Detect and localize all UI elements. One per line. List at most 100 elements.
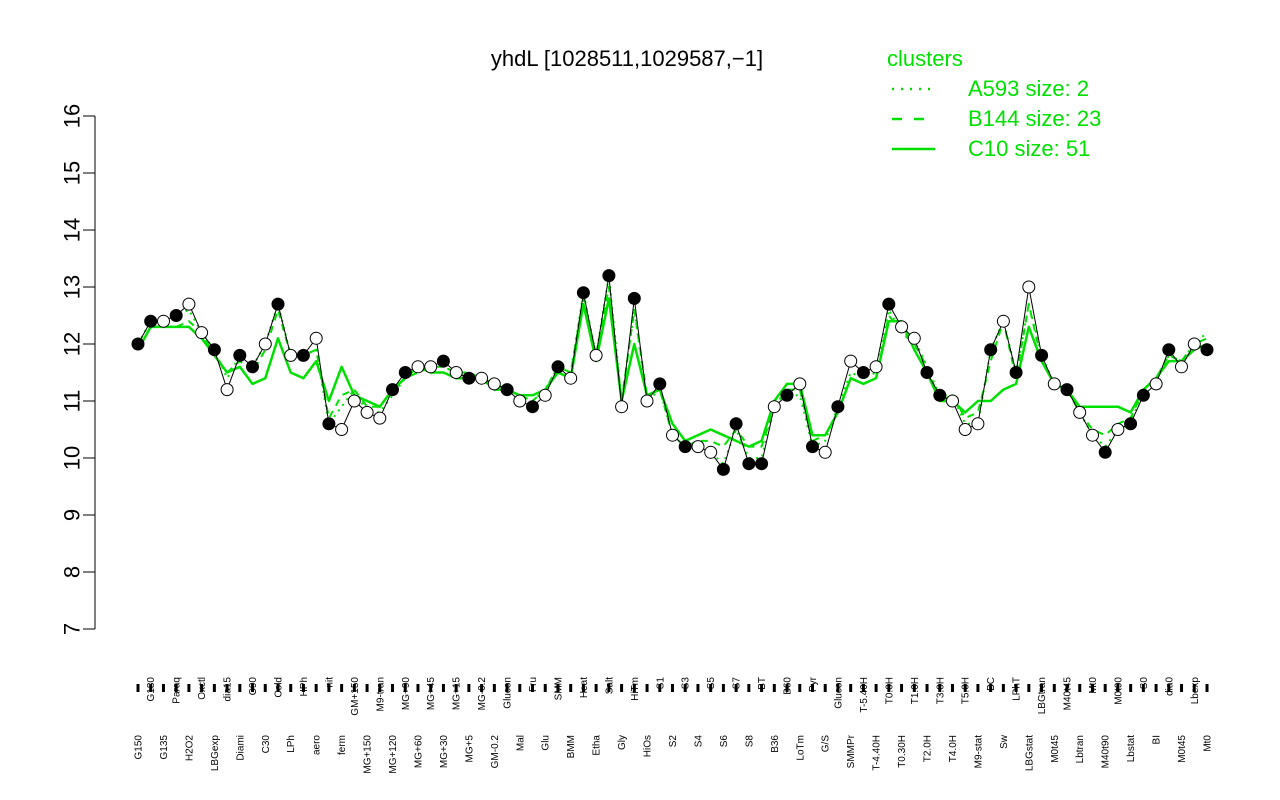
data-point (691, 440, 705, 454)
y-tick-label: 16 (60, 104, 85, 128)
data-point (958, 423, 972, 436)
data-point (475, 371, 489, 385)
y-axis: 7 8 9 10 11 12 13 14 15 16 (60, 104, 96, 635)
data-point (666, 428, 679, 442)
data-point (1149, 377, 1163, 391)
x-tick-label: SMMPr (846, 734, 857, 768)
x-tick-label: MG+60 (413, 735, 424, 769)
data-point (551, 360, 565, 374)
data-point (1124, 417, 1138, 431)
x-tick-label: HiTm (630, 677, 641, 701)
data-point (933, 388, 947, 402)
x-tick-label: T2.0H (923, 735, 934, 762)
data-point (1200, 343, 1214, 357)
x-tick-label: S4 (693, 735, 704, 748)
x-tick-label: Cold (273, 677, 284, 698)
data-point (564, 371, 578, 385)
x-tick-label: Glu (541, 735, 552, 751)
x-tick-label: BMM (566, 735, 577, 758)
data-point (1022, 280, 1036, 294)
data-point (1086, 428, 1099, 442)
x-tick-label: Lbtran (1075, 735, 1086, 763)
data-point (1060, 383, 1074, 397)
x-tick-label: Oxctl (197, 677, 208, 700)
data-point (424, 360, 438, 374)
x-tick-label: HiOs (643, 735, 654, 757)
series-line-c10 (136, 297, 1208, 448)
x-tick-label: T-5.40H (859, 677, 870, 713)
x-tick-label: nit (324, 677, 335, 688)
data-point (195, 326, 209, 340)
y-tick-label: 7 (60, 623, 85, 635)
data-point (347, 394, 361, 408)
x-tick-label: M9-tran (375, 677, 386, 711)
x-tick-label: S3 (681, 677, 692, 690)
x-tick-label: G180 (146, 677, 157, 702)
x-tick-label: Lbexp (1190, 677, 1201, 705)
x-tick-label: Etha (592, 735, 603, 756)
x-tick-label: S7 (732, 677, 743, 690)
data-point (335, 423, 349, 436)
data-point (640, 394, 654, 408)
y-tick-label: 12 (60, 332, 85, 356)
x-tick-label: S0 (1139, 677, 1150, 690)
x-tick-label: T-4.40H (872, 735, 883, 771)
data-point (984, 343, 998, 357)
x-tick-label: BT (757, 677, 768, 690)
x-tick-label: Pyr (808, 676, 819, 692)
data-point (704, 445, 718, 459)
x-tick-label: S5 (706, 677, 717, 690)
x-tick-label: LBGexp (210, 735, 221, 772)
data-point (920, 366, 934, 379)
y-tick-label: 11 (60, 390, 85, 413)
data-point (271, 297, 285, 311)
data-point (449, 366, 463, 379)
data-point (538, 388, 552, 402)
legend: clusters A593 size: 2 B144 size: 23 C10 si… (887, 46, 1101, 161)
x-tick-label: G135 (159, 735, 170, 760)
x-tick-label: MG+150 (363, 735, 374, 774)
y-tick-label: 8 (60, 566, 85, 578)
data-point (589, 348, 603, 362)
data-point (373, 411, 387, 425)
data-point (806, 440, 819, 454)
x-tick-label: M40t45 (1063, 677, 1074, 711)
data-point (653, 377, 667, 391)
legend-label: A593 size: 2 (968, 76, 1089, 101)
x-tick-label: ferm (337, 735, 348, 755)
x-tick-label: GM-0.2 (490, 735, 501, 769)
data-point (513, 394, 527, 408)
x-tick-label: MG+120 (388, 735, 399, 774)
data-point (131, 337, 145, 351)
data-point (1098, 445, 1112, 459)
x-tick-label: LBGstat (1024, 735, 1035, 771)
x-tick-label: Mal (515, 735, 526, 751)
data-point (971, 417, 985, 431)
data-point (1136, 388, 1150, 402)
y-tick-label: 13 (60, 275, 85, 299)
data-point (182, 297, 196, 311)
data-point (1009, 366, 1023, 379)
x-tick-label: MG+45 (426, 677, 437, 711)
data-point (233, 348, 247, 362)
data-point (996, 314, 1010, 328)
data-point (627, 291, 641, 305)
x-tick-label: Paraq (172, 677, 183, 704)
data-point (487, 377, 501, 391)
x-tick-label: B36 (770, 735, 781, 753)
data-point (309, 331, 323, 345)
x-tick-label: MG+5 (464, 735, 475, 763)
data-point (169, 309, 183, 322)
x-tick-label: BI (1152, 735, 1163, 744)
data-point (386, 383, 399, 397)
data-point (869, 360, 883, 374)
legend-label: C10 size: 51 (968, 136, 1090, 161)
x-tick-label: LBGtran (1037, 677, 1048, 714)
x-tick-label: G/S (821, 735, 832, 753)
data-point (462, 371, 476, 385)
x-tick-label: Glucon (503, 677, 514, 709)
data-point (258, 337, 272, 351)
data-point (1111, 423, 1125, 436)
data-point (398, 366, 412, 379)
